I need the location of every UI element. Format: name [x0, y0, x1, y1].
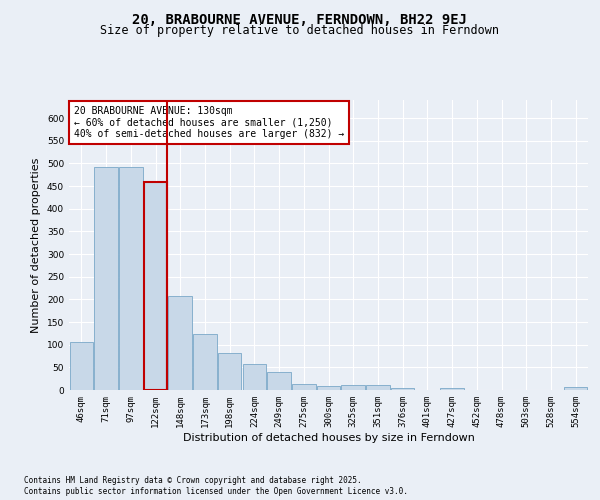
Bar [218, 353, 241, 390]
Bar [193, 334, 217, 390]
Bar [341, 385, 365, 390]
Bar [169, 296, 192, 390]
Bar [317, 386, 340, 390]
Bar [94, 166, 118, 390]
Text: Contains HM Land Registry data © Crown copyright and database right 2025.: Contains HM Land Registry data © Crown c… [24, 476, 362, 485]
X-axis label: Distribution of detached houses by size in Ferndown: Distribution of detached houses by size … [182, 432, 475, 442]
Bar [440, 388, 464, 390]
Bar [242, 364, 266, 390]
Bar [391, 388, 415, 390]
Bar [144, 182, 167, 390]
Y-axis label: Number of detached properties: Number of detached properties [31, 158, 41, 332]
Bar [564, 388, 587, 390]
Text: 20, BRABOURNE AVENUE, FERNDOWN, BH22 9EJ: 20, BRABOURNE AVENUE, FERNDOWN, BH22 9EJ [133, 12, 467, 26]
Bar [366, 385, 389, 390]
Bar [268, 372, 291, 390]
Bar [119, 166, 143, 390]
Bar [292, 384, 316, 390]
Text: 20 BRABOURNE AVENUE: 130sqm
← 60% of detached houses are smaller (1,250)
40% of : 20 BRABOURNE AVENUE: 130sqm ← 60% of det… [74, 106, 344, 139]
Text: Contains public sector information licensed under the Open Government Licence v3: Contains public sector information licen… [24, 488, 408, 496]
Text: Size of property relative to detached houses in Ferndown: Size of property relative to detached ho… [101, 24, 499, 37]
Bar [70, 342, 93, 390]
